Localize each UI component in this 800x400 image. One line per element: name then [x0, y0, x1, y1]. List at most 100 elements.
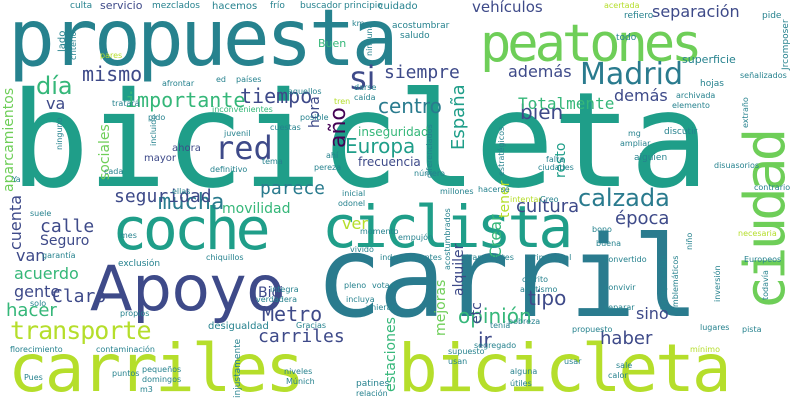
cloud-word: alguna	[510, 367, 538, 376]
cloud-word: votado	[372, 281, 400, 290]
cloud-word: servicio	[100, 0, 143, 12]
cloud-word: millones	[440, 187, 474, 196]
cloud-word: pleno	[344, 281, 367, 290]
cloud-word: ninguna	[365, 23, 374, 56]
cloud-word: archivada	[676, 91, 716, 100]
cloud-word: además	[508, 62, 572, 81]
cloud-word: incorporación	[659, 255, 668, 310]
cloud-word: cuenta	[6, 195, 25, 250]
cloud-word: transporte	[10, 316, 152, 345]
cloud-word: odonel	[338, 199, 366, 208]
cloud-word: integra	[270, 285, 299, 294]
cloud-word: contrario	[754, 183, 791, 192]
cloud-word: principio	[344, 1, 383, 11]
cloud-word: Crear	[486, 214, 505, 258]
cloud-word: criterio	[69, 31, 78, 60]
cloud-word: Pues	[24, 373, 43, 382]
cloud-word: Metro	[262, 302, 323, 326]
cloud-word: usan	[448, 357, 468, 366]
cloud-word: convertido	[604, 255, 647, 264]
cloud-word: Gracias	[296, 321, 327, 330]
cloud-word: opinión	[458, 304, 532, 328]
cloud-word: carriles	[8, 330, 305, 400]
cloud-word: acostumbrar	[392, 21, 450, 31]
cloud-word: emblemáticos	[671, 255, 680, 312]
cloud-word: pobreza	[508, 317, 541, 326]
cloud-word: buena	[596, 239, 622, 248]
cloud-word: va	[46, 94, 66, 113]
cloud-word: ciudades	[538, 163, 574, 172]
cloud-word: si	[350, 59, 376, 97]
cloud-word: movilidad	[222, 201, 291, 217]
cloud-word: m3	[140, 385, 153, 394]
cloud-word: domingos	[142, 375, 182, 384]
cloud-word: ninguno	[55, 117, 64, 150]
cloud-word: tema	[262, 157, 283, 166]
cloud-word: tipo	[528, 286, 567, 310]
cloud-word: acostumbrados	[443, 208, 452, 270]
cloud-word: peatones	[480, 14, 702, 74]
cloud-word: Creo	[540, 195, 559, 204]
cloud-word: señalizados	[740, 71, 787, 80]
cloud-word: España	[448, 84, 469, 150]
cloud-word: demás	[614, 86, 668, 105]
cloud-word: inversión	[713, 265, 722, 302]
cloud-word: propuesto	[572, 325, 613, 334]
cloud-word: solo	[30, 299, 47, 308]
cloud-word: supuesto	[448, 347, 485, 356]
cloud-word: inicial	[342, 189, 366, 198]
cloud-word: posible	[300, 113, 329, 122]
cloud-word: importante	[125, 88, 246, 112]
cloud-word: independientes	[380, 253, 442, 262]
cloud-word: usar	[564, 357, 582, 366]
cloud-word: chiquillos	[206, 253, 244, 262]
cloud-word: separación	[652, 2, 740, 21]
cloud-word: primaveral	[528, 253, 572, 262]
cloud-word: pide	[762, 11, 782, 21]
cloud-word: etc	[469, 302, 485, 324]
cloud-word: segregado	[474, 341, 517, 350]
cloud-word: cuestas	[270, 123, 301, 132]
cloud-word: mes	[120, 231, 137, 240]
cloud-word: frío	[270, 1, 285, 11]
cloud-word: culta	[70, 1, 93, 11]
cloud-word: Apoyo	[90, 252, 285, 325]
cloud-word: red	[215, 129, 273, 167]
cloud-word: frecuencia	[358, 155, 421, 169]
cloud-word: mucha	[158, 190, 225, 215]
cloud-word: caída	[354, 93, 376, 102]
cloud-word: van	[16, 246, 46, 265]
cloud-word: inseguridad	[358, 125, 429, 139]
cloud-word: tren	[334, 97, 351, 106]
cloud-word: hacer	[6, 300, 57, 321]
cloud-word: momento	[360, 227, 399, 236]
cloud-word: calle	[40, 216, 95, 237]
cloud-word: elemento	[672, 101, 710, 110]
cloud-word: discutir	[664, 127, 698, 137]
cloud-word: mayor	[144, 153, 177, 164]
cloud-word: saludo	[400, 31, 430, 41]
cloud-word: bicicleta	[10, 64, 709, 218]
cloud-word: cultura	[516, 196, 580, 217]
cloud-word: hacerse	[478, 185, 510, 194]
cloud-word: Madrid	[580, 57, 684, 92]
cloud-word: atletismo	[520, 285, 558, 294]
cloud-word: exclusión	[118, 259, 161, 269]
cloud-word: disuasorios	[714, 161, 760, 170]
cloud-word: haber	[600, 328, 653, 349]
cloud-word: parece	[260, 178, 326, 199]
cloud-word: alguien	[634, 153, 668, 163]
cloud-word: suele	[30, 209, 52, 218]
cloud-word: número	[414, 169, 445, 178]
cloud-word: juvenil	[224, 129, 251, 138]
cloud-word: útiles	[510, 379, 532, 388]
cloud-word: estratégicos	[497, 126, 506, 176]
cloud-word: vehículos	[472, 0, 543, 16]
cloud-word: tenía	[490, 321, 511, 330]
cloud-word: extraño	[741, 97, 750, 128]
cloud-word: necesaria	[738, 229, 777, 238]
cloud-word: lado	[57, 30, 68, 52]
cloud-word: ahí	[326, 151, 339, 160]
cloud-word: puntos	[112, 369, 140, 378]
cloud-word: ampliar	[620, 139, 651, 148]
